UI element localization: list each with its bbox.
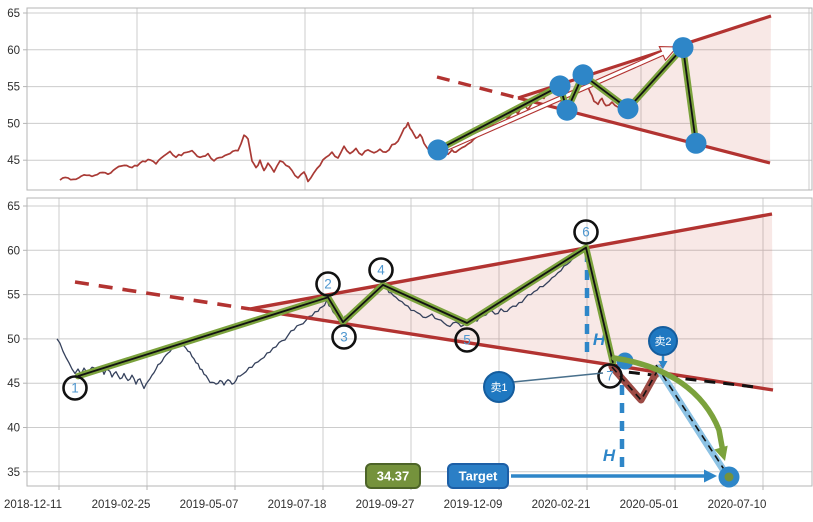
pattern-point-number: 5 xyxy=(463,333,471,348)
trendline-dashed-top xyxy=(436,75,519,100)
pattern-point-circle-2 xyxy=(315,271,341,297)
sell1-badge xyxy=(483,371,515,403)
price-line-top xyxy=(59,47,699,183)
height-label: H xyxy=(593,330,606,349)
x-tick-label: 2020-05-01 xyxy=(620,499,679,511)
x-tick-label: 2019-09-27 xyxy=(356,499,415,511)
pattern-point-number: 6 xyxy=(582,225,590,240)
x-tick-label: 2019-12-09 xyxy=(444,499,503,511)
sell1-label: 卖1 xyxy=(490,381,507,394)
price-line-bottom xyxy=(56,246,614,390)
trendline-lower-bottom xyxy=(249,307,774,392)
pattern-point-number: 7 xyxy=(606,369,614,384)
pattern-dot xyxy=(617,98,639,120)
top-panel-y-tick-label: 60 xyxy=(7,45,20,57)
pattern-point-number: 1 xyxy=(71,381,79,396)
zigzag-core-bottom xyxy=(77,246,614,377)
pattern-dot xyxy=(672,37,694,59)
bottom-panel-y-tick-label: 65 xyxy=(7,201,20,213)
pattern-dot xyxy=(572,64,594,86)
pattern-point-number: 2 xyxy=(324,277,332,292)
x-tick-label: 2019-07-18 xyxy=(268,499,327,511)
bottom-panel-y-tick-label: 35 xyxy=(7,467,20,479)
x-tick-label: 2020-02-21 xyxy=(532,499,591,511)
target-label-box xyxy=(447,463,509,489)
sell1-pointer-line xyxy=(512,372,604,383)
trendline-dashed-bottom xyxy=(74,280,251,311)
pattern-point-number: 3 xyxy=(340,330,348,345)
top-panel-y-tick-label: 45 xyxy=(7,155,20,167)
target-price-box xyxy=(365,463,421,489)
sell2-label: 卖2 xyxy=(654,335,671,348)
pattern-point-number: 4 xyxy=(377,263,385,278)
x-tick-label: 2020-07-10 xyxy=(708,499,767,511)
wedge-fill-bottom xyxy=(250,214,773,390)
pattern-point-circle-1 xyxy=(62,375,88,401)
bottom-panel-y-tick-label: 50 xyxy=(7,334,20,346)
pattern-dot xyxy=(549,75,571,97)
x-tick-label: 2019-02-25 xyxy=(92,499,151,511)
sell2-badge xyxy=(648,326,678,356)
green-curve-arrowhead xyxy=(714,445,728,461)
pattern-point-circle-3 xyxy=(331,324,357,350)
top-panel-y-tick-label: 65 xyxy=(7,8,20,20)
pattern-point-circle-6 xyxy=(573,219,599,245)
retest-dashed-line xyxy=(609,368,756,389)
target-label-text: Target xyxy=(459,469,498,484)
x-tick-label: 2018-12-11 xyxy=(4,499,62,511)
target-point-inner xyxy=(724,472,734,482)
sell2-arrowhead xyxy=(658,361,668,369)
x-tick-label: 2019-05-07 xyxy=(180,499,239,511)
pattern-dot xyxy=(427,139,449,161)
trendline-upper-bottom xyxy=(249,212,773,311)
target-price-value: 34.37 xyxy=(377,469,410,484)
pattern-point-circle-5 xyxy=(454,327,480,353)
top-panel-plot-border xyxy=(26,7,813,191)
pattern-point-circle-4 xyxy=(368,257,394,283)
pattern-dot xyxy=(556,99,578,121)
height-label: H xyxy=(603,446,616,465)
projection-green-curve xyxy=(611,355,726,455)
target-arrowhead xyxy=(704,469,717,483)
bottom-panel-y-tick-label: 60 xyxy=(7,245,20,257)
top-panel-y-tick-label: 50 xyxy=(7,118,20,130)
bottom-panel-y-tick-label: 55 xyxy=(7,290,20,302)
pattern-dot xyxy=(685,132,707,154)
pattern-point-circle-7 xyxy=(597,363,623,389)
top-panel-y-tick-label: 55 xyxy=(7,82,20,94)
bottom-panel-y-tick-label: 40 xyxy=(7,423,20,435)
bottom-panel-y-tick-label: 45 xyxy=(7,378,20,390)
projection-dashed-core xyxy=(655,364,730,478)
